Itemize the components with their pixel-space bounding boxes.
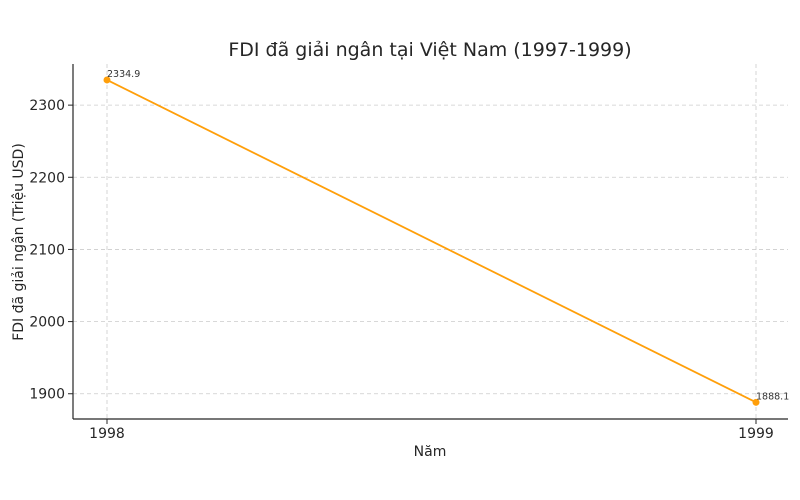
data-point bbox=[752, 398, 760, 406]
labels: 1900 2000 2100 2200 2300 1998 1999 2334.9 1888.1 bbox=[29, 69, 789, 442]
data-point bbox=[103, 76, 111, 84]
data-label: 2334.9 bbox=[107, 69, 140, 80]
y-tick-label: 1900 bbox=[29, 387, 65, 403]
x-tick-label: 1998 bbox=[89, 426, 125, 442]
x-tick-label: 1999 bbox=[738, 426, 774, 442]
y-tick-label: 2000 bbox=[29, 315, 65, 331]
series-line bbox=[106, 79, 757, 404]
grid bbox=[73, 64, 788, 419]
y-tick-label: 2300 bbox=[29, 98, 65, 114]
data-label: 1888.1 bbox=[756, 391, 789, 402]
x-axis-label: Năm bbox=[414, 444, 447, 460]
series bbox=[103, 76, 760, 406]
y-tick-label: 2200 bbox=[29, 170, 65, 186]
axes bbox=[68, 64, 788, 424]
chart-title: FDI đã giải ngân tại Việt Nam (1997-1999… bbox=[228, 39, 631, 61]
y-axis-label: FDI đã giải ngân (Triệu USD) bbox=[11, 143, 27, 341]
y-tick-label: 2100 bbox=[29, 242, 65, 258]
